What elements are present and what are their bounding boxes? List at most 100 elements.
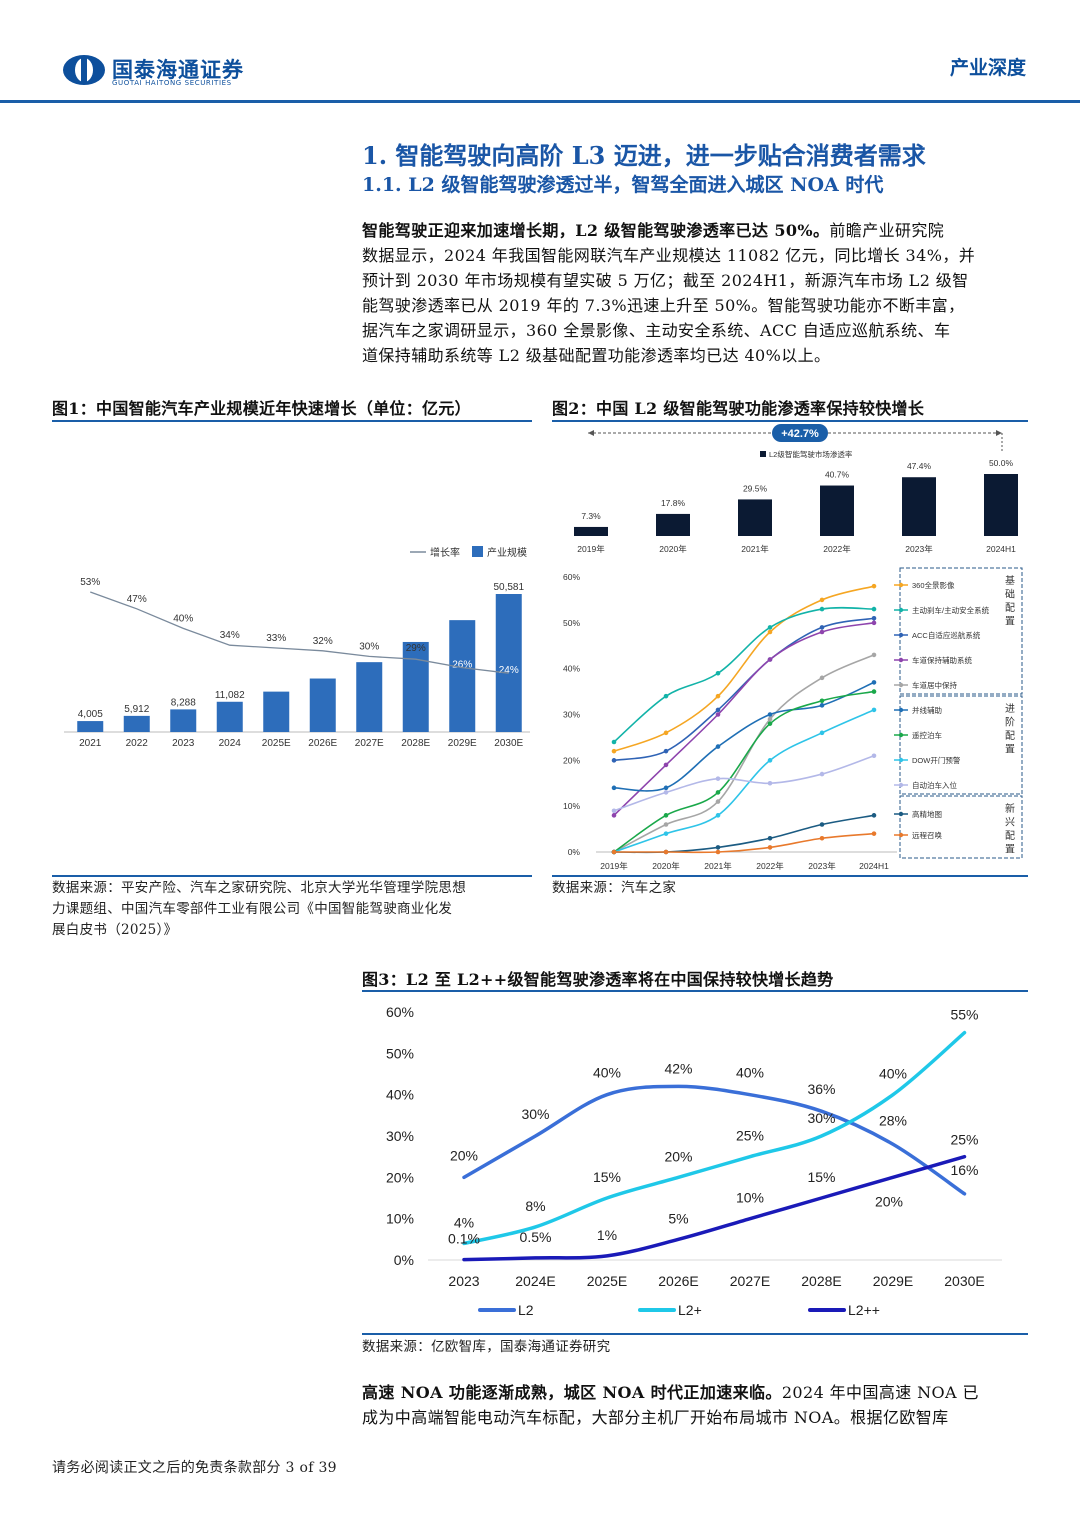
data-label: 5% [668, 1210, 688, 1226]
bar [263, 691, 290, 732]
fig3-chart: 0% 10% 20% 30% 40% 50% 60% 2023 2024E 2025E 2026E 2… [386, 1004, 1002, 1318]
data-point [611, 813, 617, 818]
data-label: 25% [950, 1132, 978, 1148]
legend-label: 产业规模 [487, 546, 527, 559]
fig1-bottom-rule [52, 875, 532, 877]
bar-value-label: 40.7% [825, 470, 850, 480]
fig3-top-rule [362, 990, 1028, 992]
fig2-source: 数据来源：汽车之家 [552, 880, 677, 896]
series-line [613, 709, 875, 853]
legend-marker [898, 607, 904, 613]
data-point [715, 790, 721, 795]
fig1-top-rule [52, 420, 532, 422]
x-tick-label: 2020年 [652, 861, 680, 871]
legend-marker [898, 657, 904, 663]
data-label: 15% [807, 1169, 835, 1185]
data-point [871, 615, 877, 621]
data-point [767, 845, 773, 850]
data-label: 30% [807, 1110, 835, 1126]
y-tick-label: 60% [563, 572, 580, 582]
legend-group-label: 础 [1005, 589, 1015, 601]
legend-label: 自动泊车入位 [912, 780, 957, 790]
data-point [767, 721, 773, 726]
data-point [767, 657, 773, 662]
legend-group-label: 新 [1005, 802, 1015, 815]
bar [309, 678, 336, 732]
x-tick-label: 2019年 [600, 861, 628, 871]
x-tick-label: 2023年 [808, 861, 836, 871]
y-tick-label: 20% [386, 1169, 414, 1185]
data-point [663, 748, 669, 754]
growth-label: 26% [452, 660, 472, 671]
x-tick-label: 2024H1 [986, 544, 1016, 554]
data-point [819, 835, 825, 841]
legend-label: 车道居中保持 [912, 680, 957, 690]
series-line [614, 832, 875, 854]
y-tick-label: 0% [394, 1252, 414, 1268]
fig2-top-rule [552, 420, 1028, 422]
bar-value-label: 8,288 [171, 697, 196, 708]
legend-marker [898, 707, 904, 713]
data-point [871, 680, 877, 685]
legend-label: 并线辅助 [912, 705, 942, 715]
noa-line-0: 2024 年中国高速 NOA 已 [781, 1383, 979, 1402]
data-point [715, 776, 721, 781]
intro-paragraph: 智能驾驶正迎来加速增长期，L2 级智能驾驶渗透率已达 50%。前瞻产业研究院 数… [362, 218, 1030, 368]
data-point [871, 707, 877, 713]
bar-value-label: 5,912 [124, 704, 149, 715]
growth-label: 32% [313, 636, 333, 647]
legend-group-label: 阶 [1005, 716, 1015, 729]
x-tick-label: 2026E [308, 738, 337, 749]
logo-mark-icon [63, 55, 105, 85]
data-point [663, 790, 669, 795]
series-line [462, 1030, 967, 1246]
fig2-title: 图2：中国 L2 级智能驾驶功能渗透率保持较快增长 [552, 399, 925, 418]
bar [495, 594, 522, 732]
y-tick-label: 10% [563, 801, 580, 811]
footer-disclaimer: 请务必阅读正文之后的免责条款部分 3 of 39 [52, 1460, 337, 1476]
data-label: 1% [597, 1227, 617, 1243]
series-line [613, 606, 875, 743]
data-point [663, 730, 669, 736]
data-point [871, 620, 877, 626]
x-tick-label: 2029E [448, 738, 477, 749]
x-tick-label: 2025E [587, 1273, 627, 1289]
x-tick-label: 2025E [262, 738, 291, 749]
data-label: 40% [736, 1065, 764, 1081]
data-point [819, 606, 825, 612]
data-point [715, 693, 721, 699]
growth-badge-label: +42.7% [781, 428, 819, 440]
data-label: 0.1% [448, 1231, 480, 1247]
data-point [767, 716, 773, 722]
data-label: 40% [593, 1065, 621, 1081]
data-point [767, 780, 773, 786]
fig2-line-chart: 0% 10% 20% 30% 40% 50% 60% 2019年 2020年 2021年 2022年… [563, 567, 1023, 871]
subsection-title: 1.1. L2 级智能驾驶渗透过半，智驾全面进入城区 NOA 时代 [362, 174, 884, 196]
data-point [715, 670, 721, 676]
bar [402, 641, 429, 732]
header-divider [0, 100, 1080, 103]
series-line [462, 1084, 967, 1196]
series-line [613, 814, 875, 854]
fig1-source: 数据来源：平安产险、汽车之家研究院、北京大学光华管理学院思想 力课题组、中国汽车… [52, 878, 532, 941]
data-label: 36% [807, 1081, 835, 1097]
series-line [613, 622, 875, 816]
data-label: 25% [736, 1128, 764, 1144]
legend-marker [898, 582, 904, 588]
data-point [819, 771, 825, 777]
legend-group-label: 置 [1005, 744, 1015, 756]
data-point [767, 758, 773, 763]
legend-group-label: 配 [1005, 730, 1015, 742]
data-point [663, 849, 669, 855]
legend-group-label: 兴 [1005, 817, 1015, 829]
data-point [767, 629, 773, 635]
bar-value-label: 4,005 [78, 709, 103, 720]
intro-line-0: 前瞻产业研究院 [829, 221, 945, 240]
y-tick-label: 50% [386, 1045, 414, 1061]
data-label: 16% [950, 1162, 978, 1178]
section-label: 产业深度 [950, 57, 1027, 79]
legend-label: L2+ [678, 1302, 702, 1318]
bar-value-label: 50,581 [493, 582, 524, 593]
section-title: 1. 智能驾驶向高阶 L3 迈进，进一步贴合消费者需求 [362, 141, 926, 170]
legend-group-box [899, 567, 1023, 695]
